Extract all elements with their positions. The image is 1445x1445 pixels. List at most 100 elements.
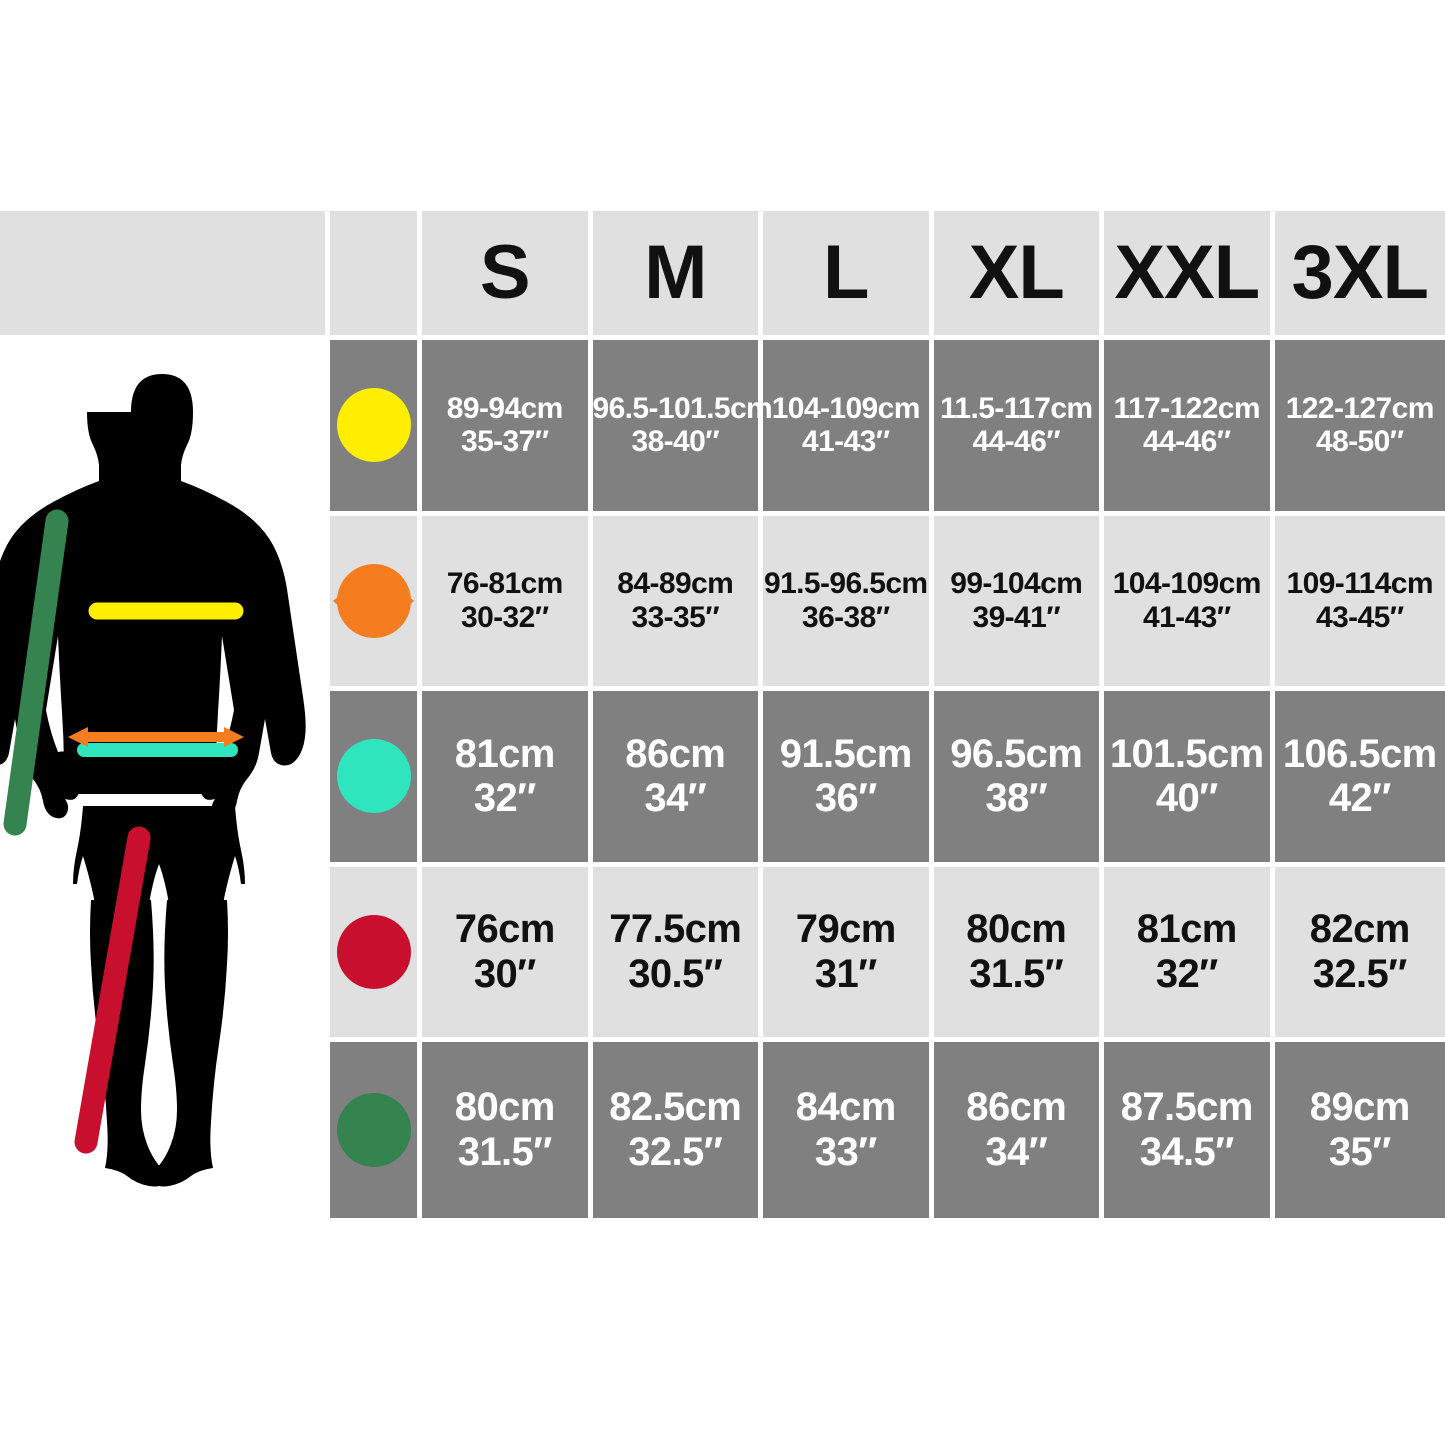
measurement-cell: 82cm 32.5″ [1274,866,1445,1043]
value-cm: 86cm [966,1085,1067,1130]
value-inches: 30-32″ [461,600,549,634]
bottom-margin [0,1218,1445,1445]
arrow-left-icon [333,583,353,618]
value-cm: 82.5cm [609,1085,742,1130]
marker-cell [330,691,422,867]
measurement-cell: 96.5-101.5cm 38-40″ [592,340,773,516]
header-figure-blank [0,211,330,340]
value-inches: 31.5″ [969,952,1064,997]
value-cm: 86cm [625,731,726,776]
header-swatch-blank [330,211,422,340]
measurement-cell: 96.5cm 38″ [933,691,1104,867]
value-inches: 34″ [644,776,707,821]
chest-marker [330,340,417,511]
value-inches: 32″ [473,776,536,821]
measurement-cell: 109-114cm 43-45″ [1274,515,1445,692]
value-inches: 31″ [814,952,877,997]
value-cm: 91.5-96.5cm [763,567,928,601]
value-cm: 77.5cm [609,907,742,952]
measurement-cell: 84cm 33″ [763,1042,934,1218]
value-inches: 34″ [985,1130,1048,1175]
measure-line-waist [68,727,244,747]
value-cm: 84-89cm [617,567,734,601]
measurement-cell: 91.5cm 36″ [763,691,934,867]
table-row: 76cm 30″ 77.5cm 30.5″ 79cm 31″ 80cm 31.5″ 81cm 32… [0,866,1445,1043]
measurement-cell: 76-81cm 30-32″ [422,515,593,692]
value-inches: 33-35″ [631,600,720,634]
value-cm: 80cm [454,1085,556,1130]
silhouette-shape [0,374,306,1187]
value-inches: 35″ [1328,1130,1391,1175]
top-margin [0,0,1445,211]
value-cm: 81cm [454,731,556,776]
value-cm: 122-127cm [1285,391,1435,425]
color-dot-icon [336,915,411,990]
figure-cell-row-4 [0,866,330,1043]
body-figure-panel [0,340,325,1218]
value-cm: 89cm [1309,1085,1411,1130]
value-inches: 41-43″ [802,425,890,459]
value-inches: 38-40″ [631,425,720,459]
value-cm: 76-81cm [446,567,563,601]
color-dot-icon [336,739,411,814]
waist-range-marker [330,516,417,687]
value-inches: 34.5″ [1139,1130,1235,1175]
marker-cell [330,866,422,1043]
measure-line-sleeve [3,509,69,836]
sleeve-marker [330,1042,417,1218]
value-inches: 33″ [814,1130,877,1175]
measurement-cell: 89-94cm 35-37″ [422,340,593,516]
value-cm: 96.5cm [950,731,1083,776]
value-cm: 99-104cm [950,567,1083,601]
column-header-xxl: XXL [1104,211,1275,340]
value-cm: 89-94cm [446,391,563,425]
value-cm: 96.5-101.5cm [592,391,773,425]
value-inches: 41-43″ [1143,600,1231,634]
column-header-m: M [592,211,763,340]
size-chart-table: S M L XL XXL 3XL 89-94cm 35-37″ 96.5-101.5… [0,211,1445,1218]
table-row: 80cm 31.5″ 82.5cm 32.5″ 84cm 33″ 86cm 34″ 87.5cm… [0,1042,1445,1218]
arrow-right-icon [394,583,414,618]
column-header-xl: XL [933,211,1104,340]
value-inches: 31.5″ [457,1130,553,1175]
measurement-cell: 87.5cm 34.5″ [1104,1042,1275,1218]
inseam-marker [330,867,417,1038]
value-cm: 79cm [795,907,897,952]
value-cm: 81cm [1136,907,1238,952]
measurement-cell: 79cm 31″ [763,866,934,1043]
value-inches: 36-38″ [802,600,890,634]
measurement-cell: 82.5cm 32.5″ [592,1042,763,1218]
measurement-cell: 84-89cm 33-35″ [592,515,763,692]
column-header-l: L [763,211,934,340]
value-inches: 42″ [1328,776,1391,821]
value-cm: 84cm [795,1085,897,1130]
value-inches: 32″ [1155,952,1218,997]
value-inches: 36″ [814,776,877,821]
column-header-s: S [422,211,593,340]
value-inches: 48-50″ [1316,425,1404,459]
value-inches: 32.5″ [1312,952,1408,997]
measurement-cell: 117-122cm 44-46″ [1104,340,1275,516]
value-inches: 30.5″ [628,952,723,997]
measurement-cell: 89cm 35″ [1274,1042,1445,1218]
measurement-cell: 80cm 31.5″ [422,1042,593,1218]
value-cm: 104-109cm [771,391,921,425]
value-inches: 44-46″ [1143,425,1231,459]
measurement-cell: 86cm 34″ [933,1042,1104,1218]
color-dot-icon [336,388,411,463]
measurement-cell: 99-104cm 39-41″ [933,515,1104,692]
value-cm: 101.5cm [1109,731,1264,776]
measure-line-inseam [74,826,151,1154]
table-row: 89-94cm 35-37″ 96.5-101.5cm 38-40″ 104-109cm… [0,340,1445,516]
measurement-cell: 77.5cm 30.5″ [592,866,763,1043]
value-inches: 38″ [985,776,1048,821]
measurement-cell: 104-109cm 41-43″ [1104,515,1275,692]
value-cm: 80cm [966,907,1067,952]
measurement-cell: 80cm 31.5″ [933,866,1104,1043]
table-body: 89-94cm 35-37″ 96.5-101.5cm 38-40″ 104-109cm… [0,340,1445,1218]
value-inches: 30″ [473,952,536,997]
value-inches: 39-41″ [972,600,1061,634]
table-row: 76-81cm 30-32″ 84-89cm 33-35″ 91.5-96.5cm 36-… [0,515,1445,692]
male-body-silhouette-svg [0,374,306,1187]
value-cm: 109-114cm [1286,567,1434,601]
